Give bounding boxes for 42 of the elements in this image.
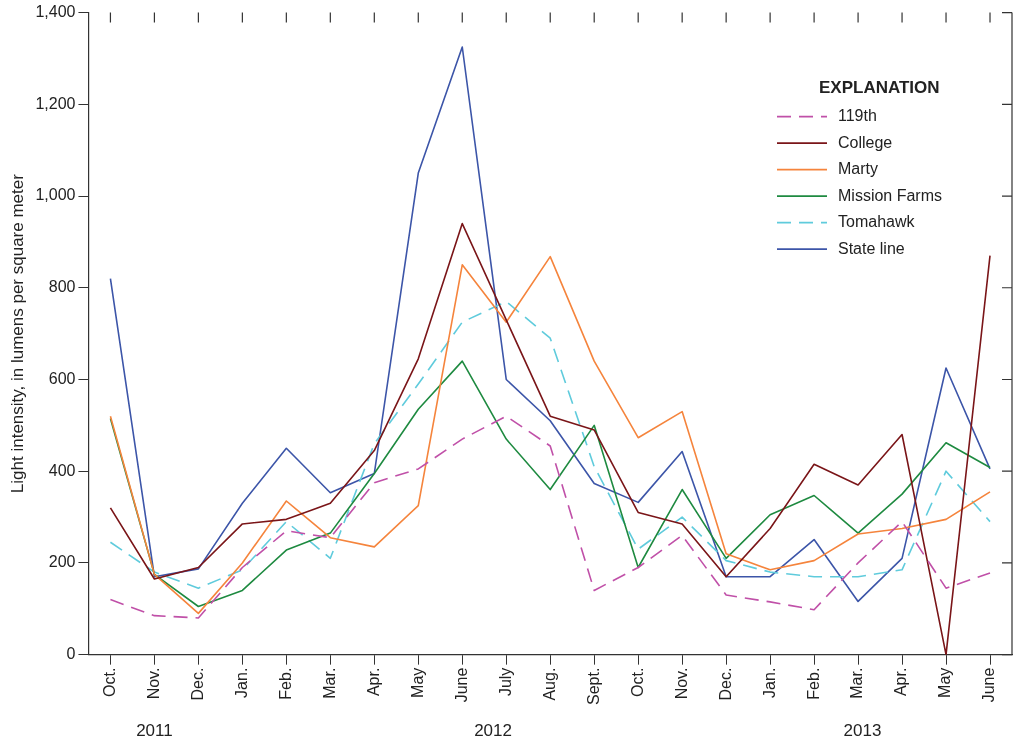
y-tick-label: 800: [48, 278, 76, 296]
x-tick-label: Dec.: [716, 667, 734, 701]
x-tick-label: Sept.: [584, 667, 602, 705]
x-tick-label: Dec.: [188, 667, 206, 701]
line-series: [109, 300, 991, 589]
legend-label: College: [838, 133, 893, 151]
x-tick-label: Jan.: [760, 667, 778, 698]
text: 2013: [843, 721, 882, 740]
x-tick-label: Aug.: [540, 667, 558, 701]
legend-label: Tomahawk: [838, 213, 916, 231]
x-tick-label: Apr.: [364, 667, 382, 697]
x-tick-label: June: [452, 667, 470, 703]
legend-label: State line: [838, 239, 905, 257]
legend-label: Marty: [838, 160, 878, 178]
x-tick-label: Jan.: [232, 667, 250, 698]
legend-title: EXPLANATION: [819, 78, 940, 98]
legend-label: Mission Farms: [838, 186, 943, 204]
x-tick-label: Oct.: [100, 667, 118, 697]
legend-label: 119th: [838, 107, 877, 125]
text: 2011: [136, 721, 173, 740]
x-tick-label: May: [408, 667, 426, 698]
x-tick-label: Mar.: [848, 667, 866, 699]
y-tick-label: 0: [66, 645, 76, 663]
x-tick-label: Mar.: [320, 667, 338, 699]
x-tick-label: June: [980, 667, 998, 703]
x-tick-label: July: [496, 667, 514, 697]
x-tick-label: Feb.: [276, 667, 294, 700]
x-tick-label: Apr.: [892, 667, 910, 697]
x-tick-label: Nov.: [144, 667, 162, 700]
y-tick-label: 200: [48, 553, 76, 571]
text: 2012: [474, 721, 512, 740]
y-tick-label: 1,000: [35, 186, 76, 204]
y-tick-label: 1,400: [35, 3, 76, 21]
y-tick-label: 600: [48, 369, 76, 387]
x-tick-label: May: [936, 667, 954, 698]
y-tick-label: 400: [48, 461, 76, 479]
y-axis-title: Light intensity, in lumens per square meter: [7, 173, 27, 494]
line-series: [109, 415, 991, 619]
x-tick-label: Feb.: [804, 667, 822, 700]
x-tick-label: Oct.: [628, 667, 646, 697]
x-tick-label: Nov.: [672, 667, 690, 700]
y-tick-label: 1,200: [35, 94, 76, 112]
